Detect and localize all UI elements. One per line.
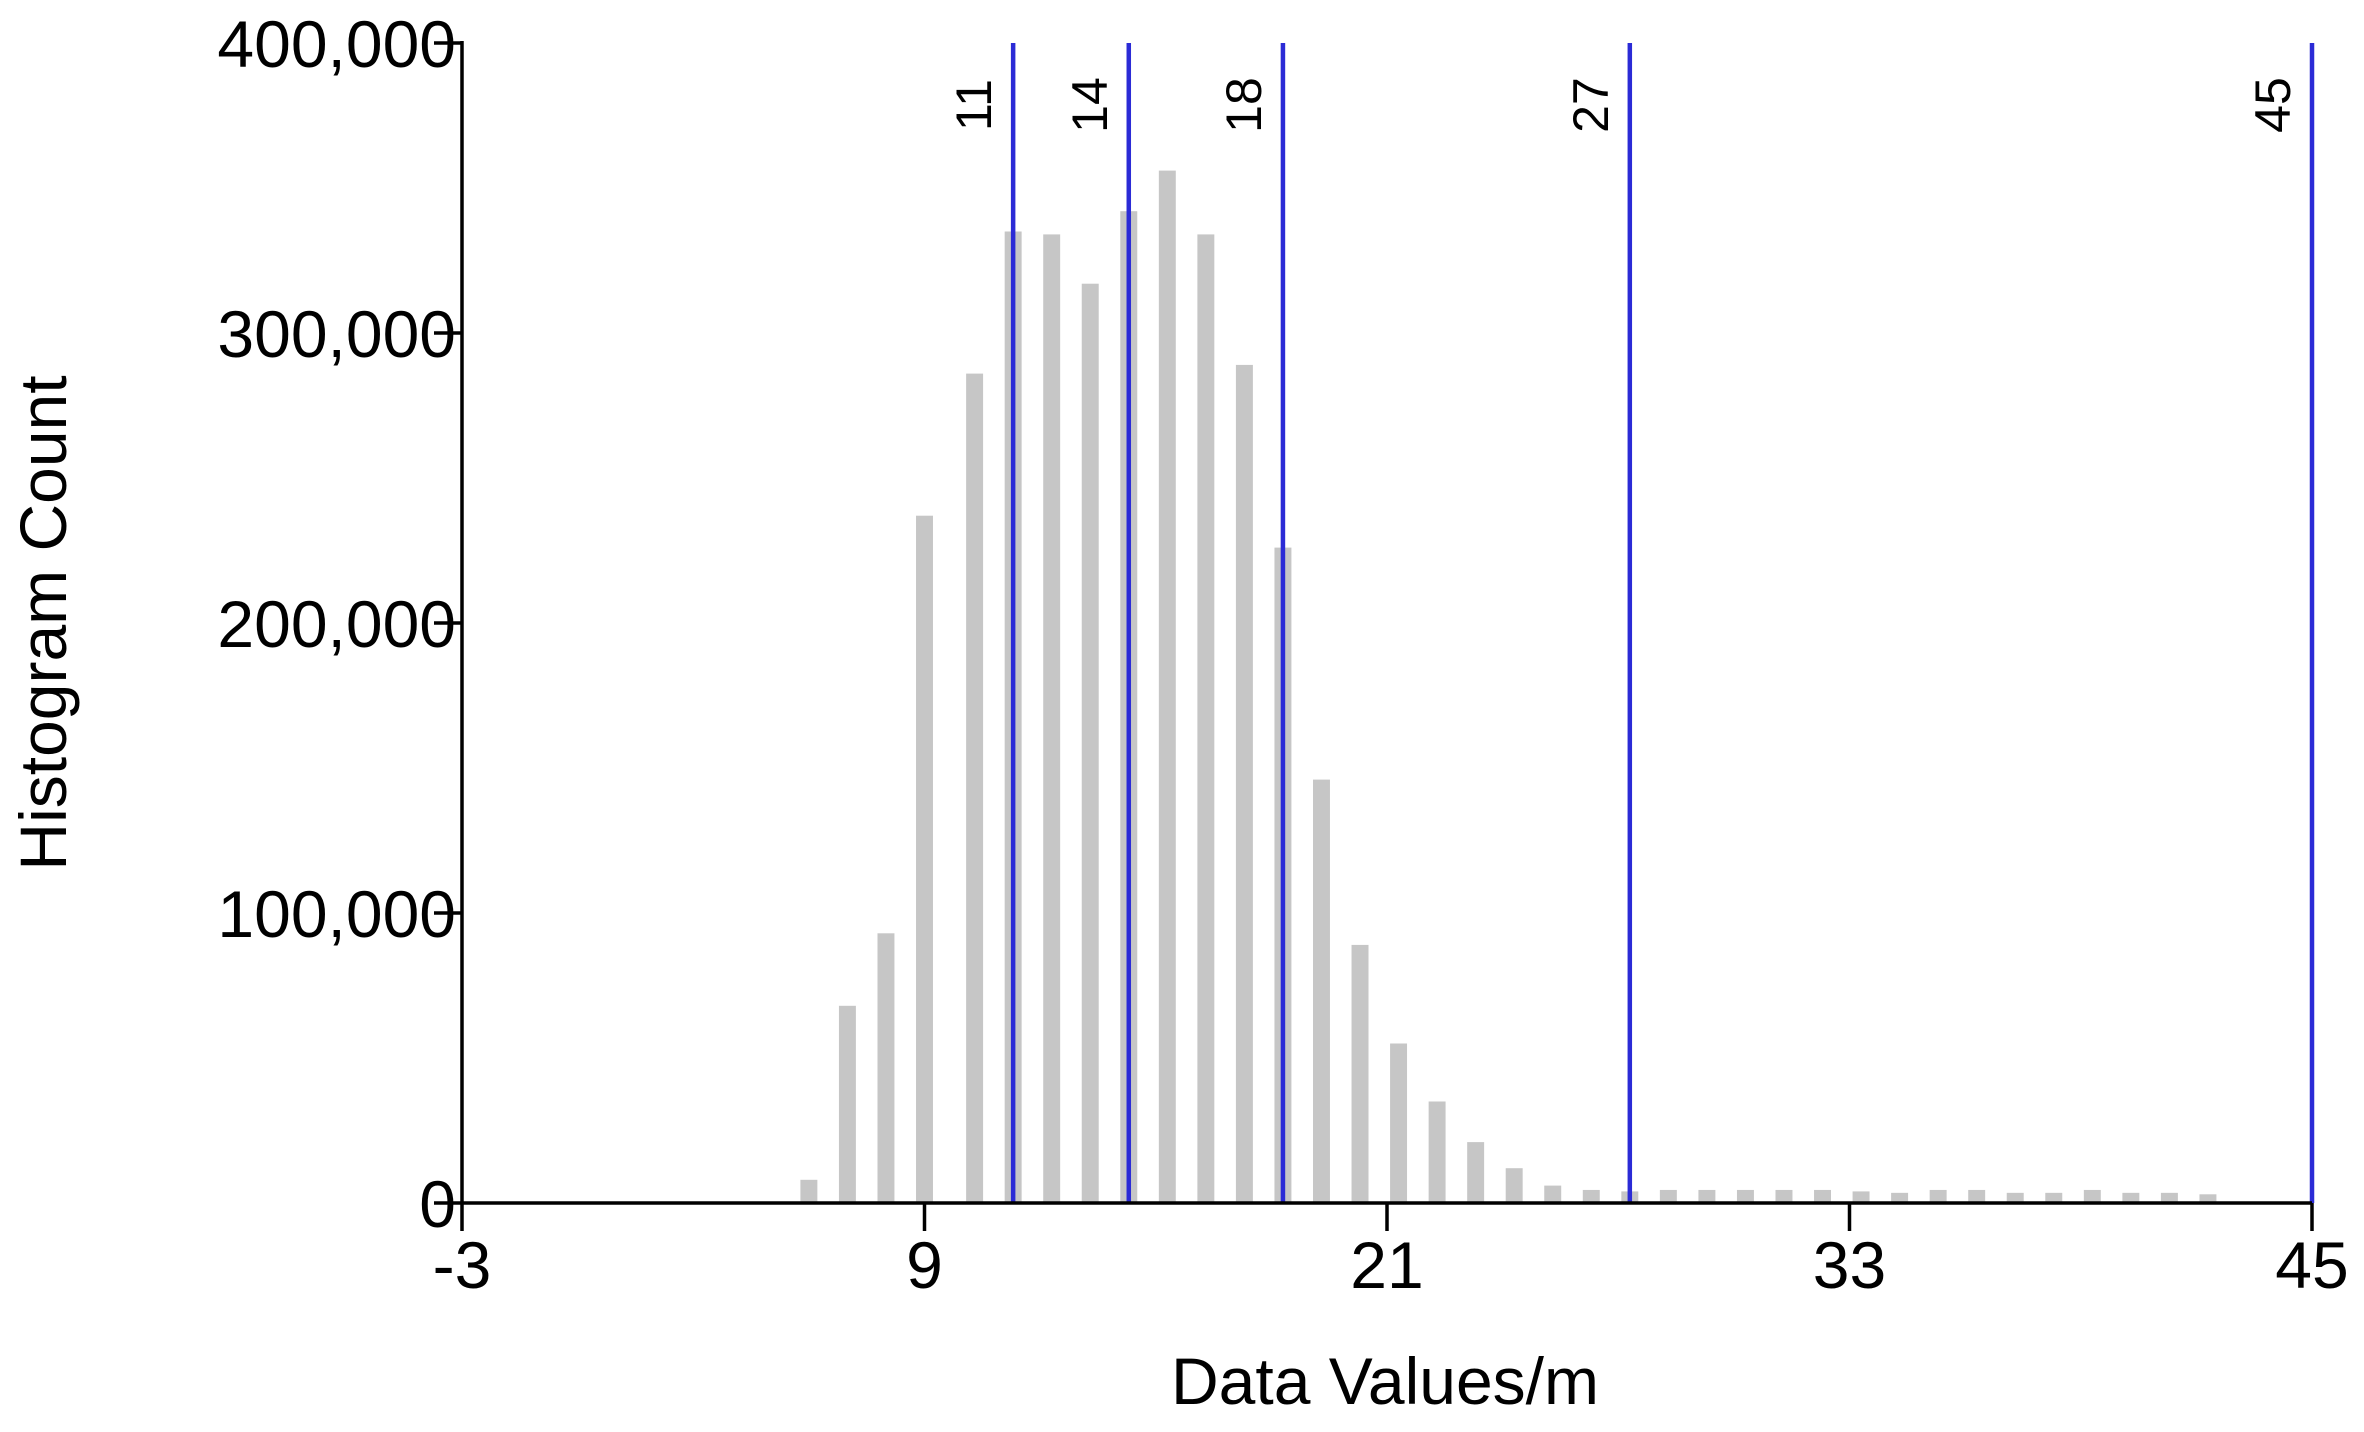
- threshold-label: 11: [946, 79, 1002, 131]
- histogram-bar: [1158, 170, 1176, 1204]
- threshold-label: 14: [1062, 77, 1118, 133]
- histogram-bar: [1235, 364, 1253, 1203]
- histogram-bar: [1467, 1142, 1485, 1203]
- y-tick-label: 100,000: [217, 877, 456, 951]
- histogram-bar: [1852, 1191, 1870, 1203]
- y-tick-label: 200,000: [217, 587, 456, 661]
- histogram-bar: [1929, 1189, 1947, 1203]
- histogram-bar: [1891, 1192, 1909, 1203]
- histogram-bar: [1313, 779, 1330, 1203]
- histogram-bar: [2160, 1192, 2178, 1203]
- histogram-bar: [2199, 1194, 2217, 1203]
- histogram-bar: [838, 1005, 856, 1203]
- histogram-bar: [1968, 1189, 1986, 1203]
- x-ticks-group: -3 9 21 33 45: [433, 1203, 2349, 1302]
- histogram-bar: [800, 1179, 818, 1203]
- x-tick-label: -3: [433, 1228, 492, 1302]
- histogram-bar: [1043, 234, 1061, 1203]
- histogram-bar: [1505, 1168, 1523, 1203]
- histogram-bar: [1698, 1189, 1716, 1203]
- y-tick-label: 300,000: [217, 297, 456, 371]
- histogram-bar: [1814, 1189, 1831, 1203]
- histogram-bar: [2122, 1192, 2140, 1203]
- histogram-bar: [1582, 1189, 1600, 1203]
- y-tick-label: 0: [419, 1167, 456, 1241]
- x-tick-label: 45: [2275, 1228, 2348, 1302]
- histogram-bar: [1736, 1189, 1754, 1203]
- y-ticks-group: 0 100,000 200,000 300,000 400,000: [217, 7, 462, 1241]
- x-tick-label: 9: [906, 1228, 943, 1302]
- y-tick-label: 400,000: [217, 7, 456, 81]
- threshold-lines-group: 11 14 18 27 45: [946, 43, 2315, 1203]
- histogram-bar: [1197, 234, 1215, 1203]
- histogram-bar: [2045, 1192, 2063, 1203]
- histogram-bar: [1428, 1101, 1446, 1203]
- x-tick-label: 33: [1813, 1228, 1886, 1302]
- histogram-bar: [1659, 1189, 1677, 1203]
- histogram-bar: [1081, 283, 1099, 1203]
- histogram-bar: [1351, 944, 1369, 1203]
- histogram-bar: [2083, 1189, 2101, 1203]
- threshold-label: 27: [1563, 77, 1619, 133]
- histogram-bar: [966, 373, 984, 1204]
- histogram-bar: [916, 515, 933, 1203]
- histogram-bar: [2006, 1192, 2024, 1203]
- y-axis-title: Histogram Count: [6, 375, 80, 870]
- axes-group: [460, 41, 2312, 1205]
- x-axis-title: Data Values/m: [1171, 1344, 1599, 1418]
- histogram-bar: [1544, 1185, 1562, 1203]
- histogram-bar: [1390, 1043, 1408, 1203]
- histogram-bar: [1775, 1189, 1793, 1203]
- x-tick-label: 21: [1350, 1228, 1423, 1302]
- threshold-label: 18: [1216, 77, 1272, 133]
- histogram-bar: [877, 933, 895, 1203]
- threshold-label: 45: [2245, 77, 2301, 133]
